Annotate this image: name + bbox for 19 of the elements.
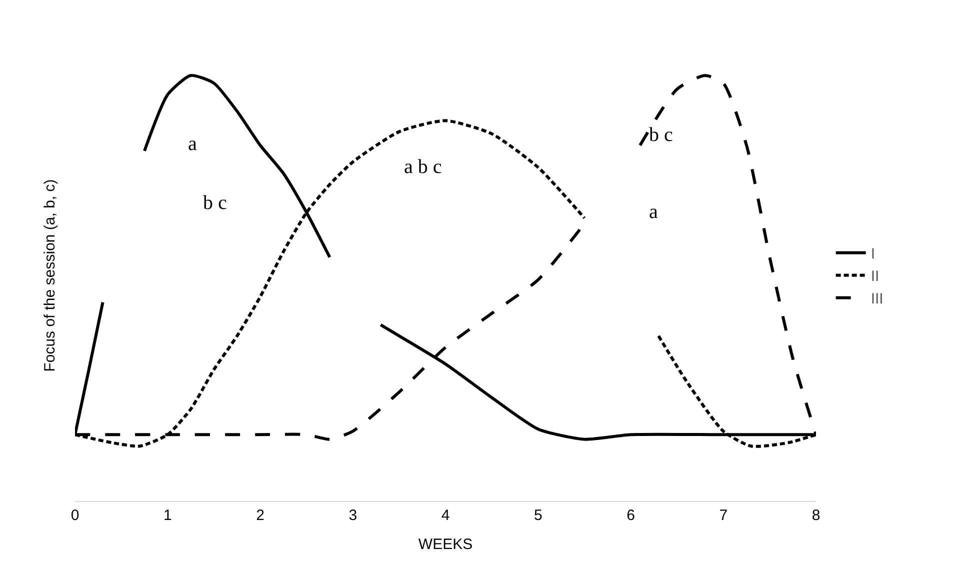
x-tick-label: 0 <box>70 507 80 524</box>
x-tick-label: 3 <box>348 507 358 524</box>
x-axis-title: WEEKS <box>418 536 473 553</box>
x-tick-label: 6 <box>626 507 635 524</box>
legend-label: III <box>870 290 884 308</box>
annotation: a b c <box>404 156 442 178</box>
annotation: a <box>188 133 197 155</box>
annotation: b c <box>649 124 673 146</box>
x-tick-label: 1 <box>163 507 172 524</box>
x-tick-label: 8 <box>812 507 820 524</box>
y-axis-title: Focus of the session (a, b, c) <box>41 179 58 372</box>
x-tick-label: 7 <box>719 507 728 524</box>
legend-label: I <box>870 246 875 263</box>
legend-label: II <box>870 268 880 286</box>
annotation: b c <box>203 192 227 214</box>
x-tick-label: 5 <box>534 507 542 524</box>
x-tick-label: 4 <box>441 507 450 524</box>
x-tick-label: 2 <box>256 507 264 524</box>
annotation: a <box>649 201 658 223</box>
